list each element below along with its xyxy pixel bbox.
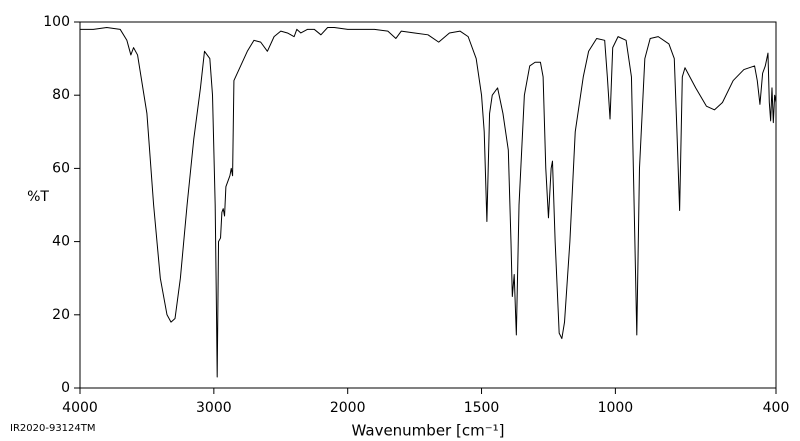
- x-tick-label: 1000: [598, 400, 634, 416]
- y-tick-label: 40: [52, 234, 70, 250]
- x-tick-label: 400: [763, 400, 790, 416]
- y-tick-label: 60: [52, 160, 70, 176]
- y-tick-label: 100: [43, 14, 70, 30]
- x-axis-label: Wavenumber [cm⁻¹]: [352, 422, 505, 440]
- y-tick-label: 20: [52, 307, 70, 323]
- y-tick-label: 80: [52, 87, 70, 103]
- x-tick-label: 1500: [464, 400, 500, 416]
- footnote: IR2020-93124TM: [10, 423, 96, 434]
- y-axis-label: %T: [27, 189, 49, 205]
- plot-frame: [79, 21, 777, 389]
- x-tick-label: 2000: [330, 400, 366, 416]
- x-tick-label: 3000: [196, 400, 232, 416]
- spectrum-line: [80, 26, 777, 378]
- y-tick-label: 0: [61, 380, 70, 396]
- x-tick-label: 4000: [62, 400, 98, 416]
